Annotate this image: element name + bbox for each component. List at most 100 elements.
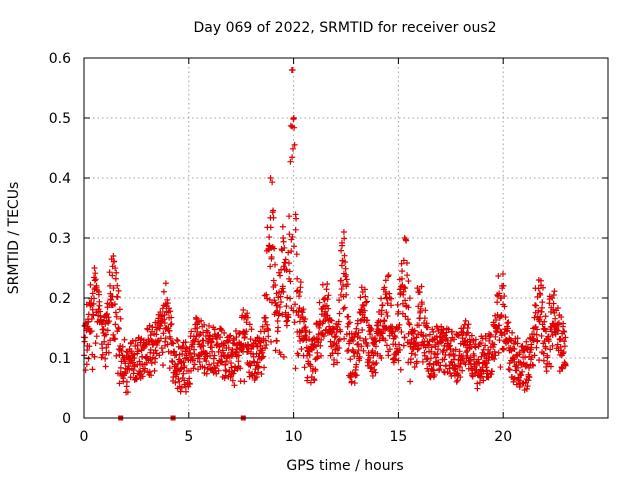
data-point <box>264 295 271 302</box>
data-point <box>499 271 506 278</box>
data-point <box>167 308 174 315</box>
data-point <box>426 360 433 367</box>
data-point <box>82 334 89 341</box>
data-point <box>491 341 498 348</box>
data-point <box>111 301 118 308</box>
data-point <box>389 328 396 335</box>
data-point <box>408 350 415 357</box>
data-point <box>398 260 405 267</box>
data-point <box>344 323 351 330</box>
data-point <box>297 279 304 286</box>
data-point <box>423 320 430 327</box>
data-point <box>402 285 409 292</box>
data-point <box>359 302 366 309</box>
data-point <box>449 328 456 335</box>
data-point <box>472 344 479 351</box>
data-point <box>287 278 294 285</box>
data-point-peak <box>340 229 347 235</box>
data-point <box>476 379 483 386</box>
data-point <box>494 325 501 332</box>
data-point <box>443 334 450 341</box>
data-point <box>316 299 323 306</box>
data-point <box>196 359 203 366</box>
data-point <box>367 365 374 372</box>
data-point <box>439 337 446 344</box>
data-point <box>92 276 99 283</box>
data-point <box>456 348 463 355</box>
data-point <box>341 335 348 342</box>
data-point <box>114 294 121 301</box>
data-point <box>484 367 491 374</box>
data-point <box>322 308 329 315</box>
data-point <box>492 352 499 359</box>
data-point <box>121 336 128 343</box>
data-point <box>550 300 557 307</box>
data-point <box>276 310 283 317</box>
data-point <box>437 362 444 369</box>
data-point <box>279 223 286 230</box>
data-point <box>105 341 112 348</box>
data-point <box>182 339 189 346</box>
data-point <box>291 124 298 131</box>
data-point <box>545 338 552 345</box>
axis-ticks: 0 5 10 15 20 0 0.1 0.2 0.3 0.4 0.5 0.6 <box>49 51 608 445</box>
data-point <box>114 282 121 289</box>
data-point <box>104 311 111 318</box>
data-point <box>332 334 339 341</box>
data-point <box>291 319 298 326</box>
data-point <box>373 359 380 366</box>
data-point <box>144 353 151 360</box>
data-point <box>291 141 298 148</box>
data-point <box>319 281 326 288</box>
data-point <box>166 365 173 372</box>
data-point <box>391 356 398 363</box>
data-point <box>159 349 166 356</box>
data-point <box>148 372 155 379</box>
data-point <box>164 341 171 348</box>
data-point <box>113 352 120 359</box>
data-point <box>445 326 452 333</box>
data-point <box>167 335 174 342</box>
data-point <box>484 370 491 377</box>
data-point <box>204 329 211 336</box>
data-point <box>215 367 222 374</box>
data-point <box>344 348 351 355</box>
data-point <box>213 335 220 342</box>
data-point <box>146 322 153 329</box>
data-point <box>547 346 554 353</box>
data-point-peak <box>359 289 366 295</box>
data-point <box>426 331 433 338</box>
data-point <box>466 336 473 343</box>
data-point <box>348 378 355 385</box>
data-point <box>338 247 345 254</box>
data-point <box>539 299 546 306</box>
data-point <box>105 314 112 321</box>
data-point <box>508 337 515 344</box>
y-tick-label: 0.3 <box>49 231 71 247</box>
data-point <box>335 318 342 325</box>
data-point <box>265 327 272 334</box>
data-point <box>424 324 431 331</box>
data-point <box>432 343 439 350</box>
data-point <box>247 362 254 369</box>
data-point <box>378 329 385 336</box>
data-point <box>148 360 155 367</box>
data-point <box>525 373 532 380</box>
data-point <box>379 302 386 309</box>
data-point <box>355 329 362 336</box>
data-point <box>504 319 511 326</box>
data-point <box>485 374 492 381</box>
data-point <box>474 380 481 387</box>
data-point-peak <box>289 67 296 73</box>
data-point <box>429 366 436 373</box>
data-point <box>366 359 373 366</box>
data-point <box>468 332 475 339</box>
data-point <box>83 361 90 368</box>
data-point <box>134 348 141 355</box>
data-point <box>392 334 399 341</box>
data-point <box>117 315 124 322</box>
data-point <box>367 331 374 338</box>
data-point <box>172 379 179 386</box>
data-point <box>482 342 489 349</box>
data-point <box>500 282 507 289</box>
